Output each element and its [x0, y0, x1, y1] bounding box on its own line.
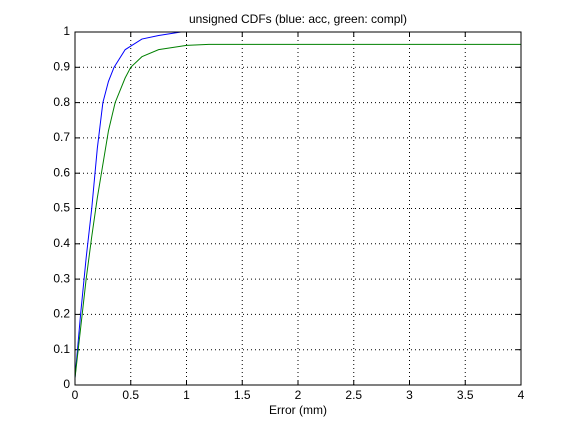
- y-tick-label: 0.9: [53, 59, 70, 73]
- x-tick-label: 2.5: [345, 388, 362, 402]
- data-line: [74, 43, 521, 378]
- y-tick-label: 0: [63, 377, 70, 391]
- x-tick-label: 0.5: [122, 388, 139, 402]
- y-tick-label: 0.4: [53, 236, 70, 250]
- y-tick-label: 0.8: [53, 95, 70, 109]
- y-tick-label: 0.5: [53, 201, 70, 215]
- data-line: [74, 31, 187, 378]
- x-tick-label: 3: [406, 388, 413, 402]
- y-tick-label: 0.2: [53, 307, 70, 321]
- x-tick-label: 1.5: [234, 388, 251, 402]
- x-tick-label: 4: [518, 388, 525, 402]
- x-tick-label: 2: [295, 388, 302, 402]
- y-tick-label: 0.1: [53, 342, 70, 356]
- x-axis-label: Error (mm): [269, 403, 327, 417]
- chart-title: unsigned CDFs (blue: acc, green: compl): [189, 12, 407, 26]
- x-tick-label: 1: [183, 388, 190, 402]
- x-tick-label: 3.5: [457, 388, 474, 402]
- y-tick-label: 0.6: [53, 165, 70, 179]
- y-tick-label: 0.7: [53, 130, 70, 144]
- y-tick-label: 0.3: [53, 271, 70, 285]
- x-tick-label: 0: [72, 388, 79, 402]
- axes-box: [74, 31, 522, 386]
- y-tick-label: 1: [63, 24, 70, 38]
